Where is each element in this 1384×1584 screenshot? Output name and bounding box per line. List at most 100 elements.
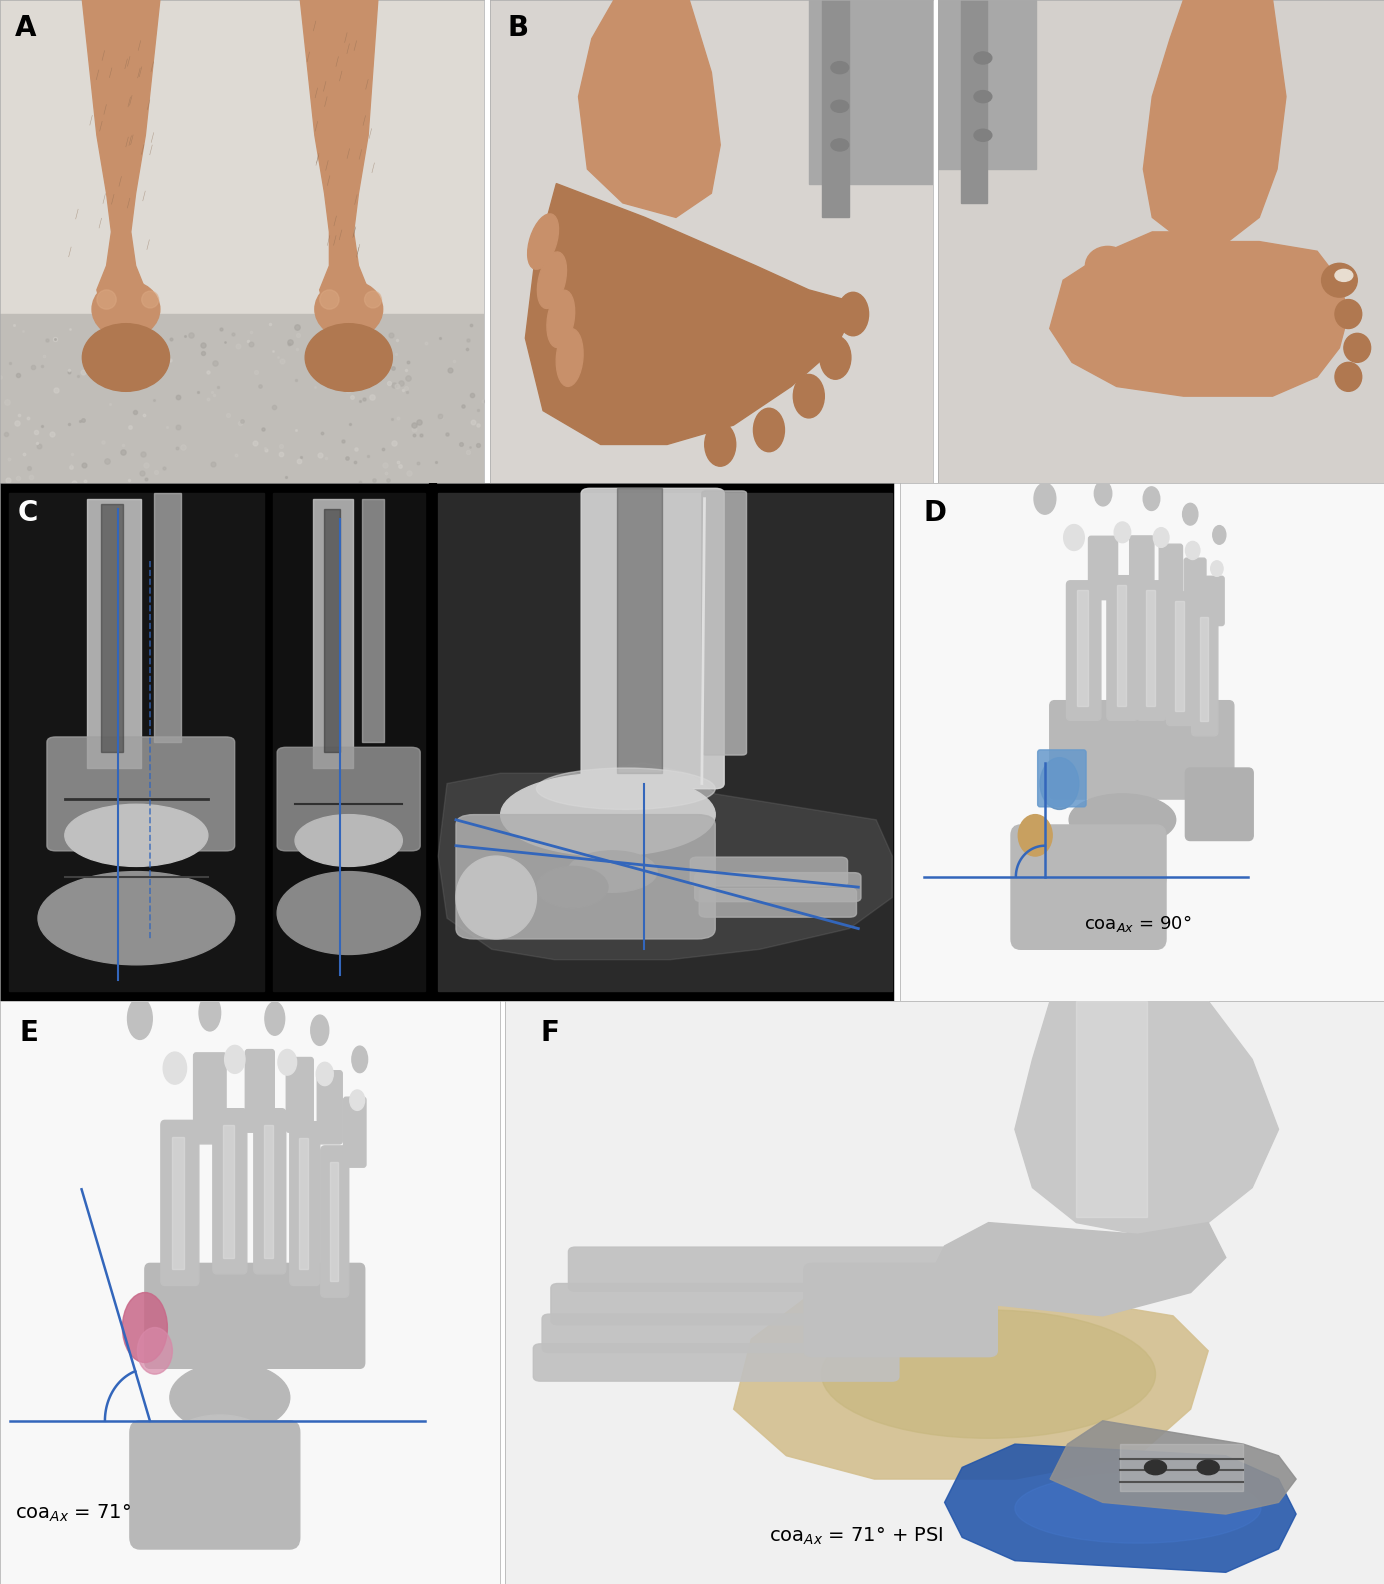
- Bar: [223, 1125, 234, 1258]
- Ellipse shape: [304, 323, 393, 391]
- FancyBboxPatch shape: [47, 737, 235, 851]
- FancyBboxPatch shape: [317, 1071, 342, 1144]
- FancyBboxPatch shape: [691, 857, 847, 885]
- Ellipse shape: [1067, 276, 1095, 323]
- Bar: [1120, 1445, 1243, 1491]
- Polygon shape: [83, 0, 159, 328]
- Bar: [0, 0, 484, 328]
- Ellipse shape: [1068, 794, 1176, 846]
- Ellipse shape: [122, 1293, 167, 1362]
- Bar: [960, 0, 987, 203]
- Ellipse shape: [264, 1003, 285, 1036]
- FancyBboxPatch shape: [1038, 749, 1086, 806]
- FancyBboxPatch shape: [145, 1264, 365, 1369]
- Ellipse shape: [547, 290, 574, 347]
- FancyBboxPatch shape: [695, 873, 861, 901]
- FancyBboxPatch shape: [1192, 608, 1218, 737]
- Bar: [273, 494, 425, 990]
- Bar: [154, 494, 181, 741]
- FancyBboxPatch shape: [1136, 581, 1167, 721]
- Text: D: D: [925, 499, 947, 526]
- Ellipse shape: [1182, 504, 1199, 524]
- Bar: [299, 1137, 309, 1269]
- Ellipse shape: [1344, 333, 1370, 363]
- Ellipse shape: [141, 291, 159, 307]
- Ellipse shape: [65, 805, 208, 866]
- Ellipse shape: [37, 871, 235, 965]
- Polygon shape: [579, 0, 720, 217]
- Ellipse shape: [1322, 263, 1358, 298]
- Ellipse shape: [527, 214, 559, 269]
- Ellipse shape: [127, 998, 152, 1039]
- Ellipse shape: [1197, 1460, 1219, 1475]
- Ellipse shape: [1095, 482, 1111, 505]
- Ellipse shape: [1153, 527, 1169, 548]
- Bar: [1146, 591, 1154, 706]
- Ellipse shape: [793, 374, 825, 418]
- FancyBboxPatch shape: [277, 748, 421, 851]
- Ellipse shape: [137, 1327, 173, 1375]
- Ellipse shape: [1060, 838, 1167, 916]
- Text: A: A: [14, 14, 36, 43]
- FancyBboxPatch shape: [702, 491, 746, 756]
- FancyBboxPatch shape: [1107, 575, 1138, 721]
- Ellipse shape: [567, 851, 657, 892]
- FancyBboxPatch shape: [161, 1120, 199, 1286]
- Ellipse shape: [161, 1415, 280, 1497]
- FancyBboxPatch shape: [804, 1264, 998, 1356]
- Bar: [1175, 602, 1183, 711]
- Bar: [0, 314, 484, 483]
- Polygon shape: [944, 1445, 1295, 1573]
- Ellipse shape: [537, 866, 608, 908]
- FancyBboxPatch shape: [1160, 545, 1182, 600]
- Ellipse shape: [317, 1063, 334, 1085]
- Ellipse shape: [1019, 814, 1052, 855]
- Bar: [329, 1163, 338, 1281]
- Ellipse shape: [1041, 757, 1080, 809]
- Polygon shape: [1014, 1001, 1279, 1234]
- Bar: [313, 499, 353, 768]
- Bar: [617, 488, 662, 773]
- FancyBboxPatch shape: [1010, 825, 1165, 949]
- FancyBboxPatch shape: [253, 1109, 285, 1274]
- FancyBboxPatch shape: [1067, 581, 1100, 721]
- Ellipse shape: [83, 323, 169, 391]
- FancyBboxPatch shape: [245, 1050, 274, 1133]
- FancyBboxPatch shape: [1050, 700, 1235, 798]
- FancyBboxPatch shape: [194, 1053, 226, 1144]
- Ellipse shape: [364, 291, 382, 307]
- Ellipse shape: [837, 293, 869, 336]
- Bar: [808, 0, 933, 184]
- Ellipse shape: [91, 280, 159, 339]
- Ellipse shape: [455, 855, 537, 939]
- Ellipse shape: [556, 328, 583, 386]
- FancyBboxPatch shape: [1129, 535, 1154, 594]
- Ellipse shape: [1186, 542, 1200, 559]
- FancyBboxPatch shape: [1088, 537, 1117, 600]
- Text: coa$_{Ax}$ = 71° + PSI: coa$_{Ax}$ = 71° + PSI: [768, 1525, 944, 1548]
- Polygon shape: [927, 1223, 1226, 1316]
- Ellipse shape: [501, 773, 716, 855]
- Ellipse shape: [1064, 524, 1084, 551]
- Bar: [173, 1137, 184, 1269]
- FancyBboxPatch shape: [455, 814, 716, 939]
- Ellipse shape: [277, 871, 421, 955]
- Bar: [324, 508, 339, 752]
- Bar: [8, 494, 264, 990]
- Ellipse shape: [537, 768, 716, 809]
- FancyBboxPatch shape: [286, 1058, 313, 1133]
- FancyBboxPatch shape: [543, 1315, 934, 1353]
- FancyBboxPatch shape: [533, 1343, 898, 1381]
- Ellipse shape: [1211, 561, 1223, 577]
- Text: C: C: [18, 499, 39, 526]
- Ellipse shape: [537, 252, 566, 309]
- FancyBboxPatch shape: [321, 1145, 349, 1297]
- Polygon shape: [1050, 1421, 1295, 1514]
- Bar: [363, 499, 385, 741]
- Polygon shape: [526, 184, 853, 445]
- Ellipse shape: [224, 1045, 245, 1074]
- Ellipse shape: [1212, 526, 1226, 545]
- Ellipse shape: [320, 290, 339, 309]
- Ellipse shape: [1336, 269, 1352, 282]
- FancyBboxPatch shape: [130, 1421, 300, 1549]
